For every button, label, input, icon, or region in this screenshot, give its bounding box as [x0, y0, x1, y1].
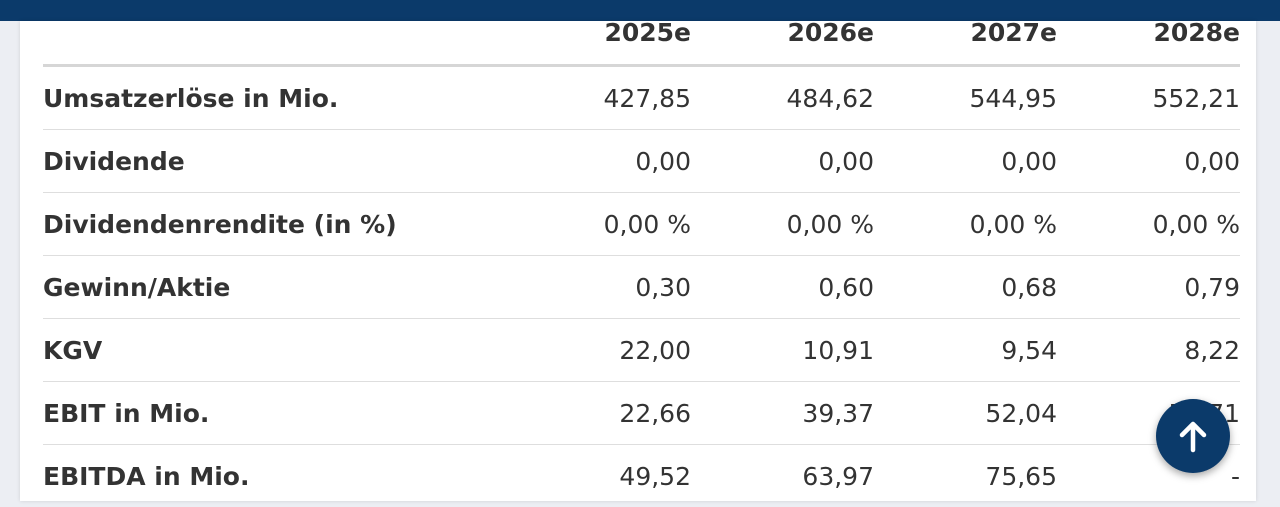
row-label: EBITDA in Mio.: [43, 461, 250, 491]
row-value: 0,00: [635, 146, 691, 176]
table-row: KGV 22,00 10,91 9,54 8,22: [43, 319, 1240, 382]
row-value: 52,04: [985, 398, 1057, 428]
table-row: Umsatzerlöse in Mio. 427,85 484,62 544,9…: [43, 67, 1240, 130]
row-value: 49,52: [619, 461, 691, 491]
forecast-card: 2025e 2026e 2027e 2028e Umsatzerlöse in …: [20, 20, 1256, 501]
header-year-4: 2028e: [1153, 18, 1240, 47]
row-value: 0,00 %: [969, 209, 1057, 239]
top-nav-bar: [0, 0, 1280, 21]
row-label: Dividende: [43, 146, 185, 176]
row-value: 427,85: [603, 83, 691, 113]
row-value: 75,65: [985, 461, 1057, 491]
row-value: 0,68: [1001, 272, 1057, 302]
row-label: EBIT in Mio.: [43, 398, 210, 428]
row-value: 552,21: [1152, 83, 1240, 113]
row-label: KGV: [43, 335, 103, 365]
row-value: 0,00: [1184, 146, 1240, 176]
row-label: Umsatzerlöse in Mio.: [43, 83, 339, 113]
table-row: EBIT in Mio. 22,66 39,37 52,04 57,71: [43, 382, 1240, 445]
row-value: 0,00 %: [1152, 209, 1240, 239]
table-header: 2025e 2026e 2027e 2028e: [43, 18, 1240, 67]
scroll-to-top-button[interactable]: [1156, 399, 1230, 473]
row-value: 63,97: [802, 461, 874, 491]
row-value: 0,00 %: [603, 209, 691, 239]
table-row: Dividende 0,00 0,00 0,00 0,00: [43, 130, 1240, 193]
row-value: 0,00: [818, 146, 874, 176]
row-value: 22,00: [619, 335, 691, 365]
table-row: Dividendenrendite (in %) 0,00 % 0,00 % 0…: [43, 193, 1240, 256]
row-value: 0,30: [635, 272, 691, 302]
row-value: 9,54: [1001, 335, 1057, 365]
header-year-1: 2025e: [604, 18, 691, 47]
row-value: 10,91: [802, 335, 874, 365]
row-value: 0,00 %: [786, 209, 874, 239]
arrow-up-icon: [1179, 421, 1207, 453]
row-value: -: [1230, 461, 1240, 491]
row-value: 484,62: [786, 83, 874, 113]
estimates-table: 2025e 2026e 2027e 2028e Umsatzerlöse in …: [43, 18, 1240, 507]
row-value: 0,60: [818, 272, 874, 302]
row-value: 544,95: [969, 83, 1057, 113]
row-label: Gewinn/Aktie: [43, 272, 231, 302]
table-row: Gewinn/Aktie 0,30 0,60 0,68 0,79: [43, 256, 1240, 319]
row-value: 39,37: [802, 398, 874, 428]
row-label: Dividendenrendite (in %): [43, 209, 397, 239]
row-value: 0,79: [1184, 272, 1240, 302]
table-row: EBITDA in Mio. 49,52 63,97 75,65 -: [43, 445, 1240, 507]
row-value: 22,66: [619, 398, 691, 428]
row-value: 8,22: [1184, 335, 1240, 365]
header-year-2: 2026e: [787, 18, 874, 47]
header-year-3: 2027e: [970, 18, 1057, 47]
row-value: 0,00: [1001, 146, 1057, 176]
